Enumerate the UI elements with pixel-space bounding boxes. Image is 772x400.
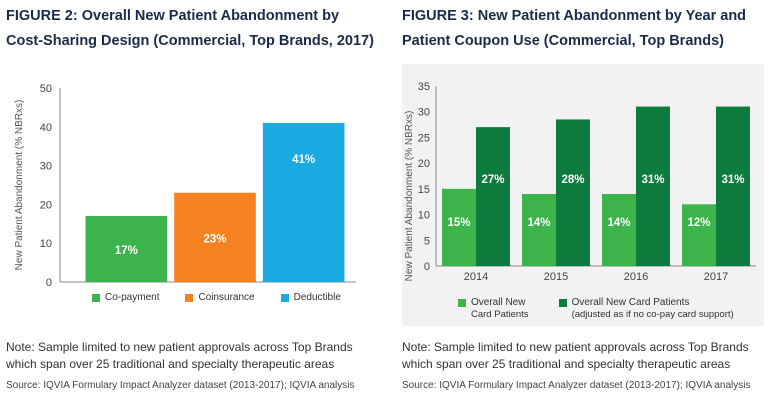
figure-3-note: Note: Sample limited to new patient appr… [402,340,749,371]
y-tick-label: 15 [418,184,430,196]
y-tick-label: 20 [40,199,52,211]
x-tick-label: 2014 [464,271,488,283]
legend-item-deductible: Deductible [280,292,341,304]
data-label: 28% [561,174,584,186]
figure-3-legend: Overall New Card Patients Overall New Ca… [402,297,772,321]
figure-3-title: FIGURE 3: New Patient Abandonment by Yea… [402,8,747,49]
bar-2016-series-1 [602,194,636,266]
y-tick-label: 10 [418,210,430,222]
legend-item-coinsurance: Coinsurance [185,292,255,304]
figure-2-note: Note: Sample limited to new patient appr… [6,340,353,371]
figure-2-chart-area: 0 10 20 30 40 50 New Patient Abandonment (% NB… [6,64,368,326]
figure-3-chart: 0 5 10 15 20 25 30 35 New Patient Abandonment (%… [404,81,756,283]
x-tick-label: 2017 [704,271,728,283]
data-label: 31% [721,174,744,186]
figure-2-chart: 0 10 20 30 40 50 New Patient Abandonment (% NB… [14,83,356,289]
legend-label-coinsurance: Coinsurance [198,292,255,303]
y-tick-label: 30 [40,161,52,173]
figure-2-title: FIGURE 2: Overall New Patient Abandonmen… [6,8,374,49]
bar-2016-series-2 [636,106,670,266]
y-tick-label: 0 [46,277,52,289]
data-label: 31% [641,174,664,186]
figure-2-legend: Co-payment Coinsurance Deductible [6,292,454,304]
y-tick-label: 25 [418,132,430,144]
legend-item-adjusted-card-patients: Overall New Card Patients (adjusted as i… [558,297,734,321]
data-label: 23% [203,233,226,245]
y-tick-label: 40 [40,122,52,134]
legend-label-adjusted-card-patients: Overall New Card Patients (adjusted as i… [572,297,734,321]
legend-swatch-coinsurance [185,294,194,302]
legend-swatch-co-payment [92,294,100,302]
data-label: 15% [447,217,470,229]
data-label: 27% [481,174,504,186]
legend-swatch-adjusted-card-patients [558,299,567,307]
y-tick-label: 30 [418,107,430,119]
y-tick-label: 5 [424,235,430,247]
figure-3-panel: FIGURE 3: New Patient Abandonment by Yea… [396,0,768,400]
legend-label-line1: Overall New Card Patients [571,297,690,308]
bar-2014-series-1 [442,188,476,266]
y-tick-label: 10 [40,238,52,250]
legend-item-co-payment: Co-payment [92,292,159,304]
data-label: 17% [115,245,138,257]
legend-item-overall-new-card-patients: Overall New Card Patients [458,297,529,321]
legend-swatch-deductible [280,294,289,302]
bar-2014-series-2 [476,127,510,266]
data-label: 41% [292,154,315,166]
y-tick-label: 20 [418,158,430,170]
bar-coinsurance [174,192,256,282]
bar-2017-series-1 [682,204,716,266]
legend-swatch-overall-new-card-patients [458,299,466,307]
figure-3-source: Source: IQVIA Formulary Impact Analyzer … [402,380,751,391]
legend-label-deductible: Deductible [293,292,341,303]
figure-2-panel: FIGURE 2: Overall New Patient Abandonmen… [0,0,374,400]
figure-3-chart-area: 0 5 10 15 20 25 30 35 New Patient Abandonment (%… [402,64,764,326]
y-tick-label: 0 [424,261,430,273]
y-axis-label: New Patient Abandonment (% NBRxs) [14,100,25,271]
legend-label-line2: (adjusted as if no co-pay card support) [571,309,734,320]
bar-2015-series-1 [522,194,556,266]
data-label: 12% [687,217,710,229]
data-label: 14% [527,217,550,229]
y-tick-label: 35 [418,81,430,93]
y-axis-label: New Patient Abandonment (% NBRxs) [404,111,415,282]
x-tick-label: 2015 [544,271,568,283]
y-tick-label: 50 [40,83,52,95]
bar-2015-series-2 [556,119,590,266]
bar-deductible [262,122,345,282]
legend-label-co-payment: Co-payment [105,292,160,303]
legend-label-line1: Overall New [471,297,526,308]
legend-label-line2: Card Patients [471,309,529,320]
bar-co-payment [85,216,168,282]
figure-2-source: Source: IQVIA Formulary Impact Analyzer … [6,380,355,391]
data-label: 14% [607,217,630,229]
legend-label-overall-new-card-patients: Overall New Card Patients [471,297,529,321]
bar-2017-series-2 [716,106,750,266]
x-tick-label: 2016 [624,271,648,283]
